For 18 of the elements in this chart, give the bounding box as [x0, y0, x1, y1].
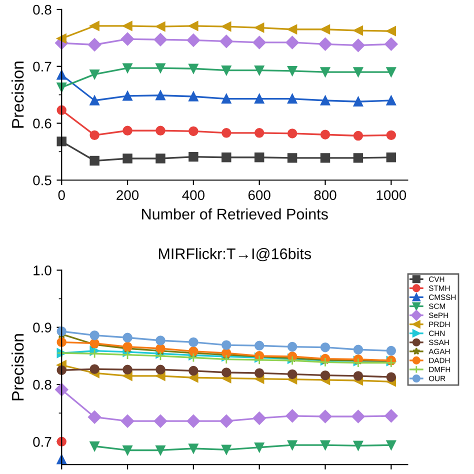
x-tick-label: 200	[116, 190, 139, 200]
y-tick-label: 0.6	[33, 118, 52, 128]
y-axis-title: Precision	[12, 62, 24, 128]
x-tick-label: 400	[182, 190, 204, 200]
y-axis-title: Precision	[12, 334, 24, 400]
x-tick-label: 800	[314, 190, 336, 200]
y-tick-label: 0.8	[33, 4, 52, 15]
y-tick-label: 0.9	[33, 322, 52, 333]
y-tick-label: 0.8	[33, 380, 52, 390]
y-tick-label: 0.7	[33, 436, 52, 447]
y-tick-label: 0.5	[33, 175, 52, 186]
chart-title: MIRFlickr:T→I@16bits	[158, 248, 312, 262]
x-tick-label: 0	[58, 190, 65, 200]
x-tick-label: 1000	[376, 190, 406, 200]
x-axis-title: Number of Retrieved Points	[142, 208, 328, 220]
y-tick-label: 0.7	[33, 62, 52, 72]
x-tick-label: 600	[248, 190, 270, 200]
y-tick-label: 1.0	[34, 266, 52, 276]
